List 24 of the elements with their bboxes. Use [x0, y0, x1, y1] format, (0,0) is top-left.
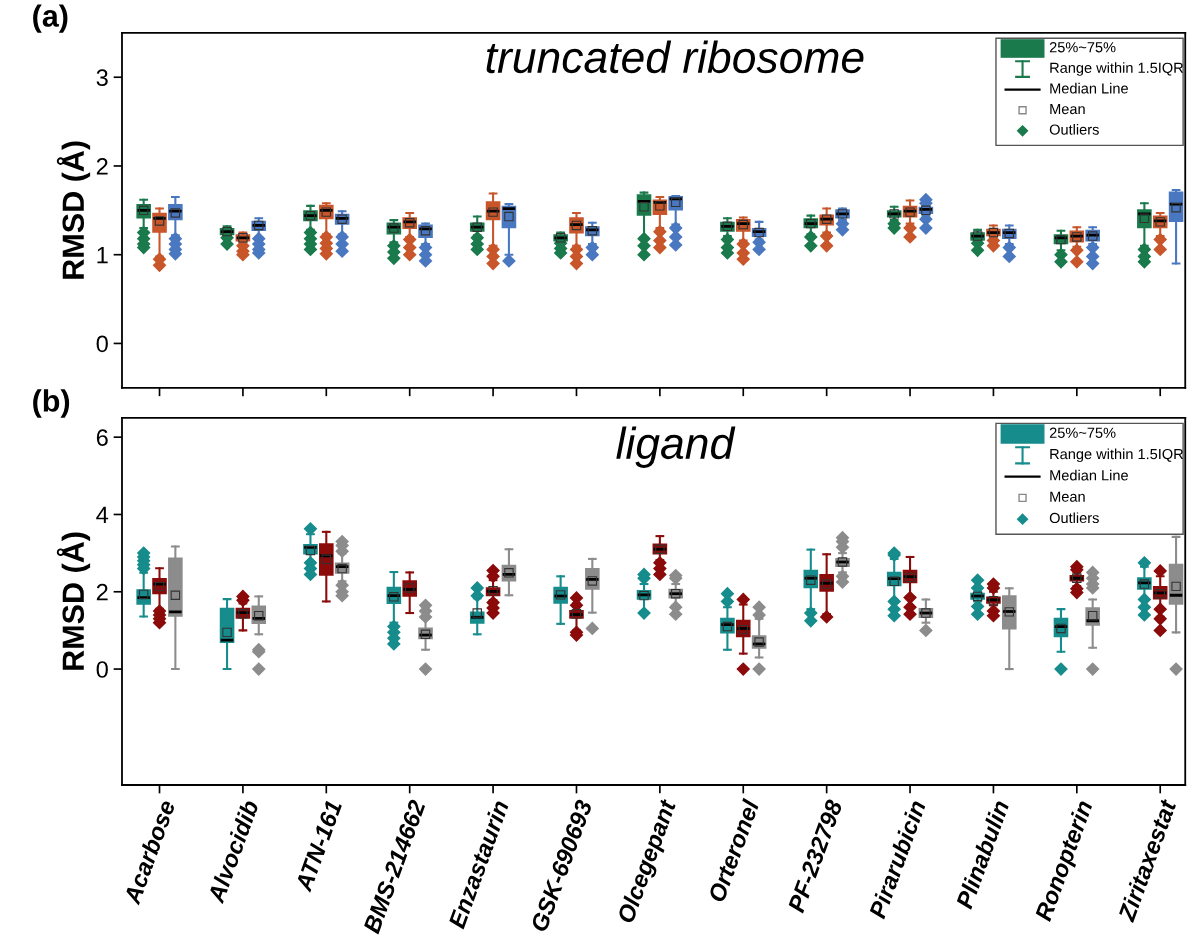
annotation: Outliers: [1049, 124, 1099, 135]
y-tick-label: 0: [96, 661, 108, 678]
annotation: Mean: [1050, 103, 1085, 115]
annotation: Range within 1.5IQR: [1050, 62, 1184, 76]
annotation: Outliers: [1049, 512, 1099, 524]
chart-subtitle: truncated ribosome: [486, 40, 864, 74]
y-axis-title: RMSD (Å): [56, 532, 91, 670]
chart-subtitle: ligand: [616, 426, 736, 468]
y-tick-label: 1: [97, 247, 108, 264]
y-tick-label: 6: [96, 429, 108, 446]
y-tick-label: 0: [96, 335, 108, 353]
annotation: Range within 1.5IQR: [1050, 448, 1184, 463]
chart-title: (b): [33, 389, 70, 418]
y-tick-label: 2: [96, 583, 108, 601]
y-axis-title: RMSD (Å): [56, 141, 91, 279]
y-tick-label: 2: [96, 158, 108, 175]
annotation: Median Line: [1050, 82, 1128, 94]
y-tick-label: 3: [96, 69, 108, 87]
annotation: Mean: [1050, 491, 1085, 502]
chart-title: (a): [33, 4, 68, 33]
annotation: 25%~75%: [1049, 42, 1116, 53]
annotation: 25%~75%: [1049, 427, 1116, 438]
y-tick-label: 4: [96, 506, 109, 524]
annotation: Median Line: [1050, 469, 1128, 481]
